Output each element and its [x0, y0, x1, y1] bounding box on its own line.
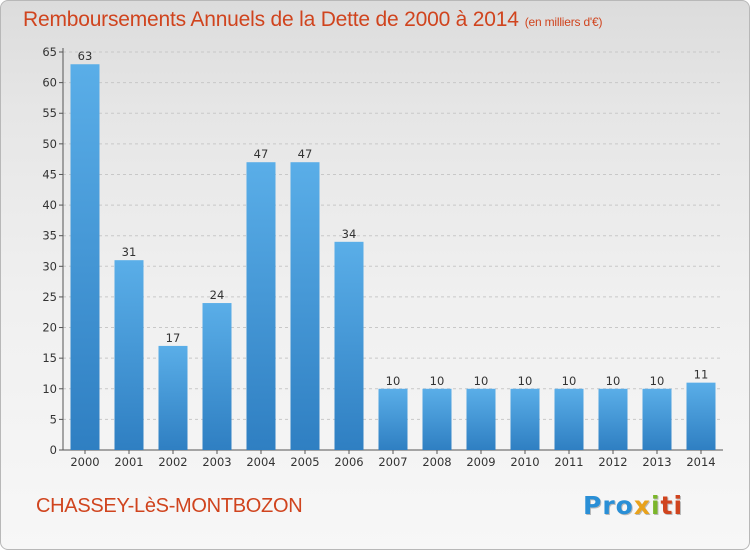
- bar-chart: 0 5 10 15 20 25 30 35 40 45 50 55 60 65 2000 63 2001 31 20…: [42, 45, 723, 469]
- y-tick-label: 50: [42, 137, 57, 151]
- x-tick-label: 2002: [158, 455, 187, 469]
- logo-part-1: Pro: [583, 491, 634, 520]
- bar: [422, 388, 452, 450]
- bar: [554, 388, 584, 450]
- x-tick-label: 2007: [378, 455, 407, 469]
- x-tick-label: 2012: [598, 455, 627, 469]
- y-tick-label: 65: [42, 45, 57, 59]
- chart-title-text: Remboursements Annuels de la Dette de 20…: [23, 8, 519, 31]
- y-tick-label: 20: [42, 321, 57, 335]
- bar-value-label: 47: [298, 147, 313, 161]
- bar-value-label: 10: [474, 374, 489, 388]
- bar: [598, 388, 628, 450]
- bar: [290, 162, 320, 450]
- logo-part-3: i: [650, 491, 661, 520]
- bars: [70, 64, 716, 450]
- bar: [158, 345, 188, 450]
- y-tick-label: 25: [42, 290, 57, 304]
- x-tick-label: 2001: [114, 455, 143, 469]
- y-tick-label: 40: [42, 198, 57, 212]
- x-tick-label: 2003: [202, 455, 231, 469]
- x-tick-label: 2004: [246, 455, 275, 469]
- bar-value-label: 63: [78, 49, 93, 63]
- bar-value-label: 17: [166, 331, 181, 345]
- chart-subtitle: (en milliers d'€): [524, 15, 603, 29]
- bar: [202, 303, 232, 450]
- x-tick-label: 2010: [510, 455, 539, 469]
- bar-value-label: 10: [386, 374, 401, 388]
- bar-value-label: 31: [122, 245, 137, 259]
- logo-part-2: x: [633, 491, 651, 520]
- bar: [466, 388, 496, 450]
- x-tick-label: 2006: [334, 455, 363, 469]
- bar-value-label: 34: [342, 227, 357, 241]
- y-tick-label: 0: [50, 443, 57, 457]
- bar: [642, 388, 672, 450]
- x-tick-label: 2009: [466, 455, 495, 469]
- bar: [70, 64, 100, 450]
- x-tick-label: 2011: [554, 455, 583, 469]
- y-tick-label: 30: [42, 259, 57, 273]
- x-tick-label: 2013: [642, 455, 671, 469]
- y-tick-label: 5: [50, 412, 57, 426]
- labels: 0 5 10 15 20 25 30 35 40 45 50 55 60 65 2000 63 2001 31 20…: [42, 45, 715, 469]
- x-tick-label: 2014: [686, 455, 715, 469]
- x-tick-label: 2000: [70, 455, 99, 469]
- y-tick-label: 10: [42, 382, 57, 396]
- bar: [334, 241, 364, 450]
- logo-part-4: ti: [660, 491, 684, 520]
- bar-value-label: 10: [606, 374, 621, 388]
- bar-value-label: 10: [518, 374, 533, 388]
- chart-title: Remboursements Annuels de la Dette de 20…: [23, 8, 602, 32]
- y-tick-label: 35: [42, 229, 57, 243]
- bar: [510, 388, 540, 450]
- bar-value-label: 47: [254, 147, 269, 161]
- bar-value-label: 10: [562, 374, 577, 388]
- bar-value-label: 10: [430, 374, 445, 388]
- bar-value-label: 24: [210, 288, 225, 302]
- bar-value-label: 11: [694, 368, 709, 382]
- x-tick-label: 2008: [422, 455, 451, 469]
- proxiti-logo: Proxiti: [583, 491, 683, 520]
- y-tick-label: 55: [42, 106, 57, 120]
- bar: [246, 162, 276, 450]
- bar: [114, 260, 144, 450]
- commune-name: CHASSEY-LèS-MONTBOZON: [36, 495, 303, 517]
- bar: [378, 388, 408, 450]
- x-tick-label: 2005: [290, 455, 319, 469]
- y-tick-label: 60: [42, 76, 57, 90]
- bar-value-label: 10: [650, 374, 665, 388]
- bar: [686, 382, 716, 450]
- y-tick-label: 15: [42, 351, 57, 365]
- y-tick-label: 45: [42, 167, 57, 181]
